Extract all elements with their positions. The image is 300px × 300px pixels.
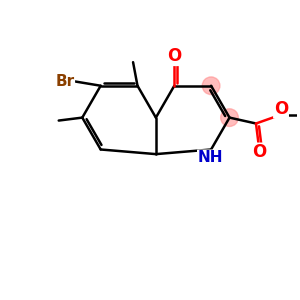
Text: O: O (274, 100, 288, 118)
Text: O: O (167, 47, 182, 65)
Circle shape (202, 77, 220, 94)
Text: O: O (252, 143, 266, 161)
Text: NH: NH (198, 150, 223, 165)
Text: Br: Br (55, 74, 74, 89)
Circle shape (221, 109, 238, 126)
